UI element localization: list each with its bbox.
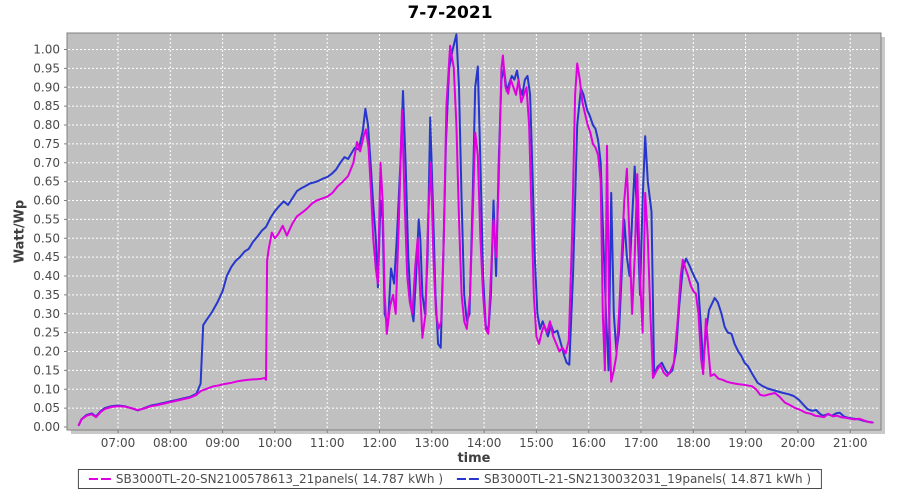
y-tick-label: 0.70 — [33, 156, 60, 170]
y-tick-label: 0.85 — [33, 99, 60, 113]
x-tick-label: 18:00 — [676, 436, 711, 450]
y-tick-label: 0.40 — [33, 269, 60, 283]
legend: SB3000TL-20-SN2100578613_21panels( 14.78… — [77, 469, 823, 489]
legend-item-series2: SB3000TL-21-SN2130032031_19panels( 14.87… — [457, 472, 811, 486]
y-tick-label: 0.30 — [33, 307, 60, 321]
x-tick-label: 11:00 — [310, 436, 345, 450]
y-tick-label: 0.60 — [33, 194, 60, 208]
y-tick-label: 0.90 — [33, 80, 60, 94]
x-tick-label: 13:00 — [415, 436, 450, 450]
y-tick-label: 0.05 — [33, 401, 60, 415]
y-tick-label: 0.10 — [33, 382, 60, 396]
legend-label-series2: SB3000TL-21-SN2130032031_19panels( 14.87… — [484, 472, 812, 486]
legend-item-series1: SB3000TL-20-SN2100578613_21panels( 14.78… — [88, 472, 443, 486]
x-tick-label: 09:00 — [205, 436, 240, 450]
legend-line-blue-icon — [457, 478, 479, 480]
y-tick-label: 0.65 — [33, 175, 60, 189]
x-tick-label: 19:00 — [728, 436, 763, 450]
x-tick-label: 12:00 — [362, 436, 397, 450]
y-tick-label: 0.55 — [33, 212, 60, 226]
y-tick-label: 0.25 — [33, 326, 60, 340]
y-axis-title: Watt/Wp — [12, 199, 28, 264]
chart-title: 7-7-2021 — [407, 3, 493, 23]
x-tick-label: 07:00 — [101, 436, 136, 450]
legend-label-series1: SB3000TL-20-SN2100578613_21panels( 14.78… — [115, 472, 443, 486]
y-tick-label: 0.75 — [33, 137, 60, 151]
y-tick-label: 0.20 — [33, 345, 60, 359]
x-tick-label: 21:00 — [833, 436, 868, 450]
x-tick-label: 16:00 — [571, 436, 606, 450]
x-tick-label: 14:00 — [467, 436, 502, 450]
x-tick-label: 08:00 — [153, 436, 188, 450]
plot-border — [66, 32, 882, 431]
y-tick-label: 0.80 — [33, 118, 60, 132]
y-tick-label: 0.15 — [33, 363, 60, 377]
x-tick-label: 15:00 — [519, 436, 554, 450]
series-line-magenta — [77, 44, 874, 427]
x-tick-label: 17:00 — [624, 436, 659, 450]
y-tick-label: 1.00 — [33, 43, 60, 57]
y-tick-label: 0.35 — [33, 288, 60, 302]
x-axis-title: time — [457, 451, 491, 466]
y-tick-label: 0.95 — [33, 61, 60, 75]
y-tick-label: 0.45 — [33, 250, 60, 264]
y-tick-label: 0.50 — [33, 231, 60, 245]
x-tick-label: 20:00 — [781, 436, 816, 450]
x-tick-label: 10:00 — [258, 436, 293, 450]
legend-line-magenta-icon — [88, 478, 111, 480]
y-tick-label: 0.00 — [33, 420, 60, 434]
